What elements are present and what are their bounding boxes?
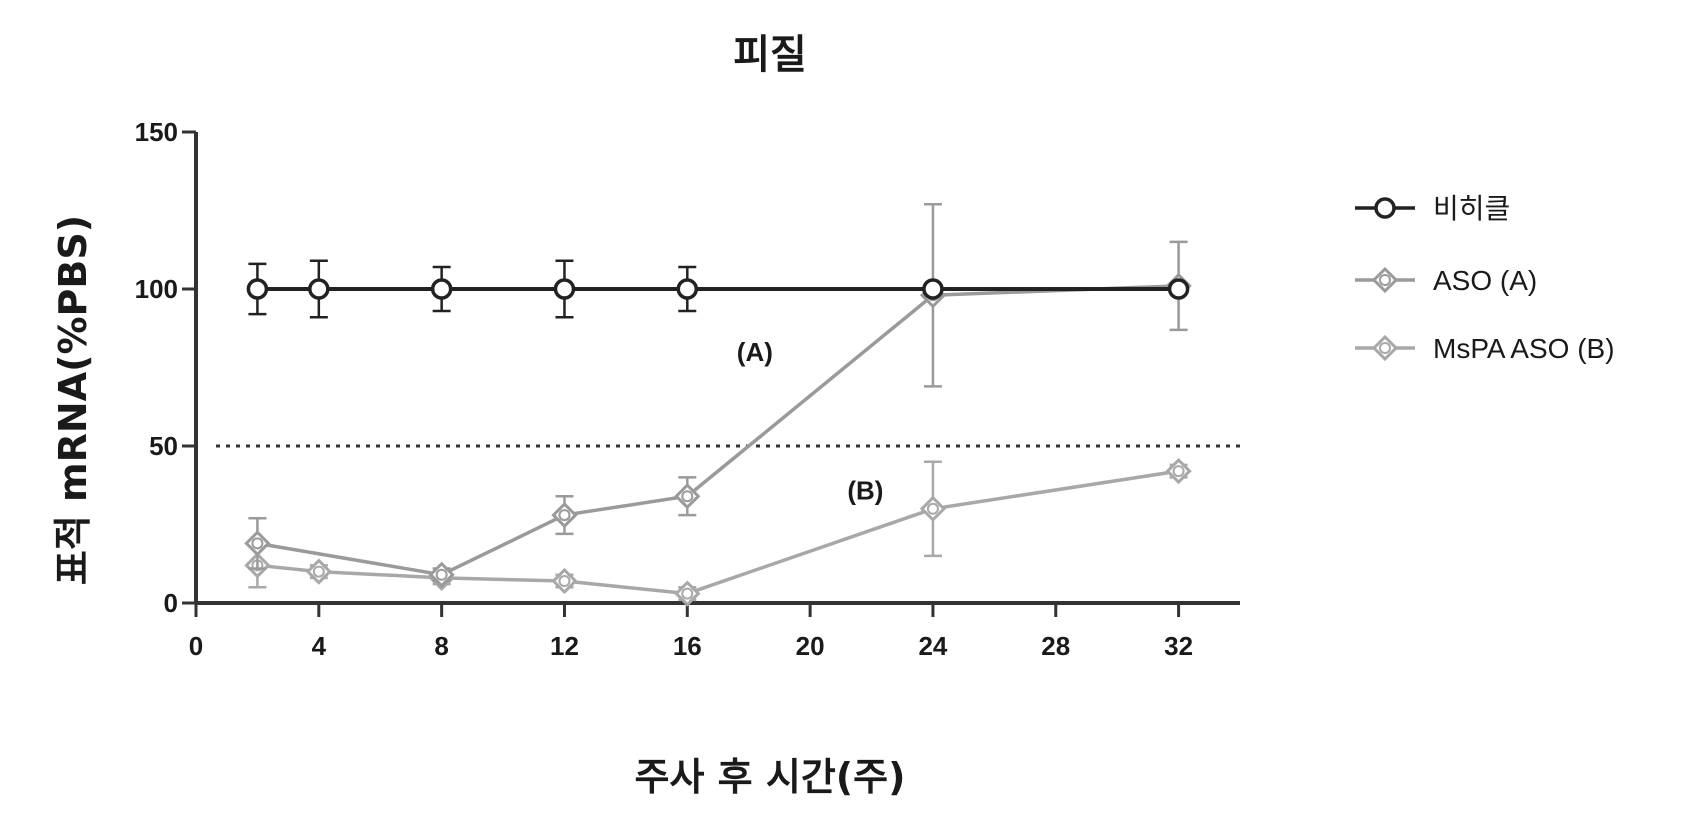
data-point-inner-3 — [681, 490, 694, 503]
data-point-inner-legend — [1379, 274, 1391, 286]
data-point-5 — [919, 495, 947, 522]
data-point-3 — [553, 278, 576, 300]
series-line-2 — [257, 469, 1179, 596]
x-tick-label: 0 — [189, 631, 203, 661]
data-point-inner-3 — [558, 575, 571, 588]
legend-label: MsPA ASO (B) — [1433, 333, 1615, 364]
series-0 — [246, 259, 1190, 319]
y-tick-label: 150 — [135, 117, 178, 147]
data-point-0 — [244, 530, 271, 557]
x-tick-label: 28 — [1041, 631, 1070, 661]
data-point-3 — [674, 483, 701, 510]
data-point-4 — [676, 278, 699, 300]
data-point-inner-5 — [926, 502, 939, 515]
y-tick-label: 100 — [135, 274, 178, 304]
data-point-1 — [428, 561, 455, 588]
x-tick-label: 32 — [1164, 631, 1193, 661]
annotation-label: (B) — [847, 475, 883, 505]
y-tick-label: 0 — [164, 588, 178, 618]
y-axis-title: 표적 mRNA(%PBS) — [51, 215, 95, 585]
series-2 — [244, 457, 1192, 607]
data-point-inner-2 — [558, 509, 571, 522]
data-point-inner-1 — [312, 565, 325, 578]
y-tick-label: 50 — [149, 431, 178, 461]
x-tick-label: 8 — [434, 631, 448, 661]
data-point-legend — [1374, 197, 1396, 219]
legend-label: 비히클 — [1433, 193, 1510, 224]
data-point-3 — [551, 567, 578, 595]
x-axis-title: 주사 후 시간(주) — [635, 755, 906, 799]
annotation-label: (A) — [737, 337, 773, 367]
chart-title: 피질 — [733, 32, 807, 78]
data-point-inner-0 — [251, 537, 264, 550]
annotations: (A) (B) — [737, 337, 884, 505]
legend-entry-1: ASO (A) — [1355, 265, 1537, 296]
data-point-legend — [1371, 266, 1399, 294]
legend: 비히클 ASO (A) MsPA ASO (B) — [1355, 193, 1615, 364]
data-point-1 — [305, 558, 332, 585]
data-point-2 — [551, 501, 578, 529]
data-point-4 — [674, 580, 701, 607]
x-tick-label: 16 — [673, 631, 702, 661]
x-tick-label: 12 — [550, 631, 579, 661]
data-point-6 — [1165, 457, 1192, 485]
legend-label: ASO (A) — [1433, 265, 1537, 296]
series-group — [244, 202, 1192, 607]
data-point-legend — [1371, 334, 1399, 362]
legend-entry-0: 비히클 — [1355, 193, 1510, 224]
data-point-inner-1 — [435, 568, 448, 581]
x-tick-label: 20 — [796, 631, 825, 661]
data-point-2 — [430, 278, 453, 300]
axes — [194, 132, 1240, 605]
data-point-5 — [922, 278, 944, 300]
data-point-0 — [246, 278, 269, 300]
data-point-inner-4 — [681, 587, 694, 600]
data-point-6 — [1167, 278, 1190, 300]
legend-entry-2: MsPA ASO (B) — [1355, 333, 1615, 364]
data-point-1 — [308, 278, 330, 300]
series-line-1 — [257, 284, 1179, 577]
x-ticks: 0 4 8 12 16 20 24 28 32 — [189, 603, 1193, 661]
series-1 — [244, 202, 1192, 588]
data-point-inner-6 — [1172, 465, 1185, 478]
y-ticks: 0 50 100 150 — [135, 117, 196, 618]
x-tick-label: 4 — [312, 631, 327, 661]
data-point-inner-legend — [1379, 342, 1391, 354]
x-tick-label: 24 — [918, 631, 947, 661]
